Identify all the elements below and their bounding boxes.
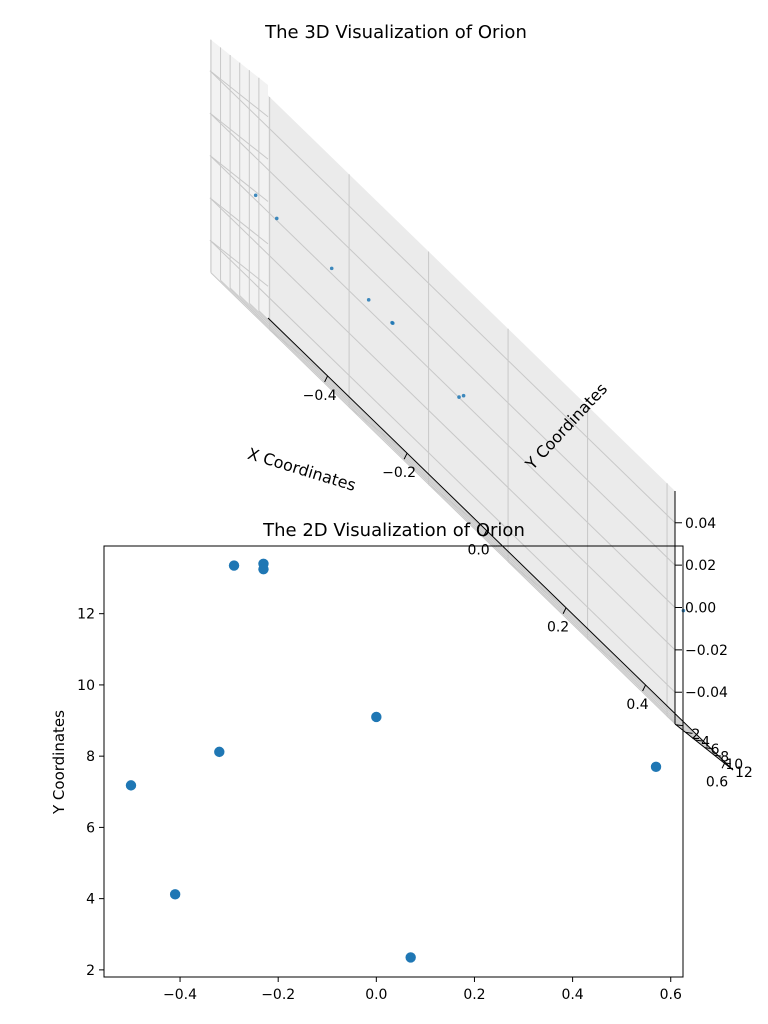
data-point	[371, 711, 382, 723]
data-point	[405, 952, 416, 963]
y-tick-label: 8	[86, 749, 95, 765]
data-point	[274, 216, 279, 221]
z-tick-label: 0.04	[685, 516, 716, 532]
grid-line-z-side	[209, 70, 269, 118]
x-tick-label: −0.2	[382, 465, 416, 481]
grid-line-z-back	[209, 112, 676, 566]
data-point	[258, 563, 269, 575]
data-point	[169, 889, 181, 900]
y-tick-label: 2	[691, 727, 700, 743]
z-tick-label: 0.00	[685, 601, 716, 617]
x-tick-label: 0.0	[365, 987, 387, 1003]
x-tick-label: 0.2	[463, 987, 485, 1003]
grid-line-z-back	[209, 239, 676, 693]
chart-2d-points	[125, 558, 662, 963]
x-tick-mark	[483, 530, 488, 537]
y-tick-label: 4	[86, 892, 95, 908]
x-tick-label: 0.4	[626, 697, 648, 713]
chart-3d-x-axis-label: X Coordinates	[245, 444, 358, 495]
x-axis-line	[267, 317, 734, 771]
chart-2d: The 2D Visualization of Orion −0.4 −0.2 0.…	[50, 520, 684, 1003]
x-tick-mark	[562, 607, 567, 614]
x-tick-mark	[324, 375, 329, 383]
chart-3d-panes	[210, 39, 733, 770]
y-tick-label: 6	[86, 820, 95, 836]
y-tick-label: 4	[701, 734, 710, 750]
x-tick-label: 0.4	[561, 987, 583, 1003]
y-tick-mark	[695, 739, 703, 742]
data-point	[214, 746, 225, 758]
grid-line-z-side	[209, 112, 269, 160]
y-tick-mark	[685, 731, 693, 734]
grid-line-z-back	[209, 70, 676, 524]
y-tick-label: 2	[86, 963, 95, 979]
chart-2d-y-axis-label: Y Coordinates	[50, 710, 68, 815]
data-point	[461, 393, 466, 398]
data-point	[253, 193, 258, 198]
z-tick-label: 0.02	[685, 558, 716, 574]
data-point	[457, 395, 461, 399]
x-tick-mark	[403, 452, 408, 460]
chart-3d: The 3D Visualization of Orion −0.4 −0.2 0.…	[209, 22, 753, 790]
y-tick-mark	[704, 747, 712, 750]
x-tick-label: −0.4	[303, 388, 337, 404]
y-tick-mark	[714, 754, 722, 757]
y-tick-mark	[675, 724, 684, 727]
data-point	[390, 320, 394, 325]
x-tick-label: 0.6	[706, 774, 728, 790]
data-point	[366, 298, 371, 302]
y-tick-label: 10	[77, 678, 95, 694]
y-tick-mark	[723, 762, 731, 765]
chart-3d-title: The 3D Visualization of Orion	[264, 22, 527, 43]
chart-2d-title: The 2D Visualization of Orion	[262, 520, 525, 541]
x-tick-mark	[642, 684, 647, 692]
data-point	[228, 560, 240, 571]
x-tick-label: 0.0	[467, 542, 489, 558]
y-axis-line	[674, 723, 734, 771]
z-tick-label: −0.02	[685, 643, 728, 659]
data-point	[650, 761, 662, 773]
y-tick-label: 12	[77, 607, 95, 623]
z-tick-label: −0.04	[685, 685, 728, 701]
x-tick-label: 0.2	[547, 620, 569, 636]
data-point	[125, 780, 137, 791]
x-tick-label: −0.4	[163, 987, 197, 1003]
y-tick-label: 12	[735, 765, 753, 781]
chart-3d-grid	[209, 39, 726, 764]
grid-line-y-floor	[220, 280, 686, 733]
grid-line-z-back	[209, 155, 676, 608]
grid-line-y-floor	[258, 310, 725, 764]
grid-line-z-side	[209, 197, 269, 245]
grid-line-z-side	[209, 155, 269, 202]
x-tick-label: −0.2	[261, 987, 295, 1003]
grid-line-y-floor	[229, 287, 696, 741]
chart-2d-ticks: −0.4 −0.2 0.0 0.2 0.4 0.6 2 4 6 8 10 12	[77, 607, 682, 1003]
grid-line-y-floor	[210, 272, 677, 726]
data-point	[329, 266, 334, 271]
grid-line-z-back	[209, 197, 676, 651]
y-tick-label: 6	[711, 742, 720, 758]
grid-line-z-side	[209, 239, 269, 287]
y-tick-label: 10	[725, 757, 743, 773]
chart-2d-plot-area	[103, 545, 684, 978]
y-tick-label: 8	[720, 750, 729, 766]
grid-line-y-floor	[239, 295, 706, 748]
x-tick-label: 0.6	[660, 987, 682, 1003]
